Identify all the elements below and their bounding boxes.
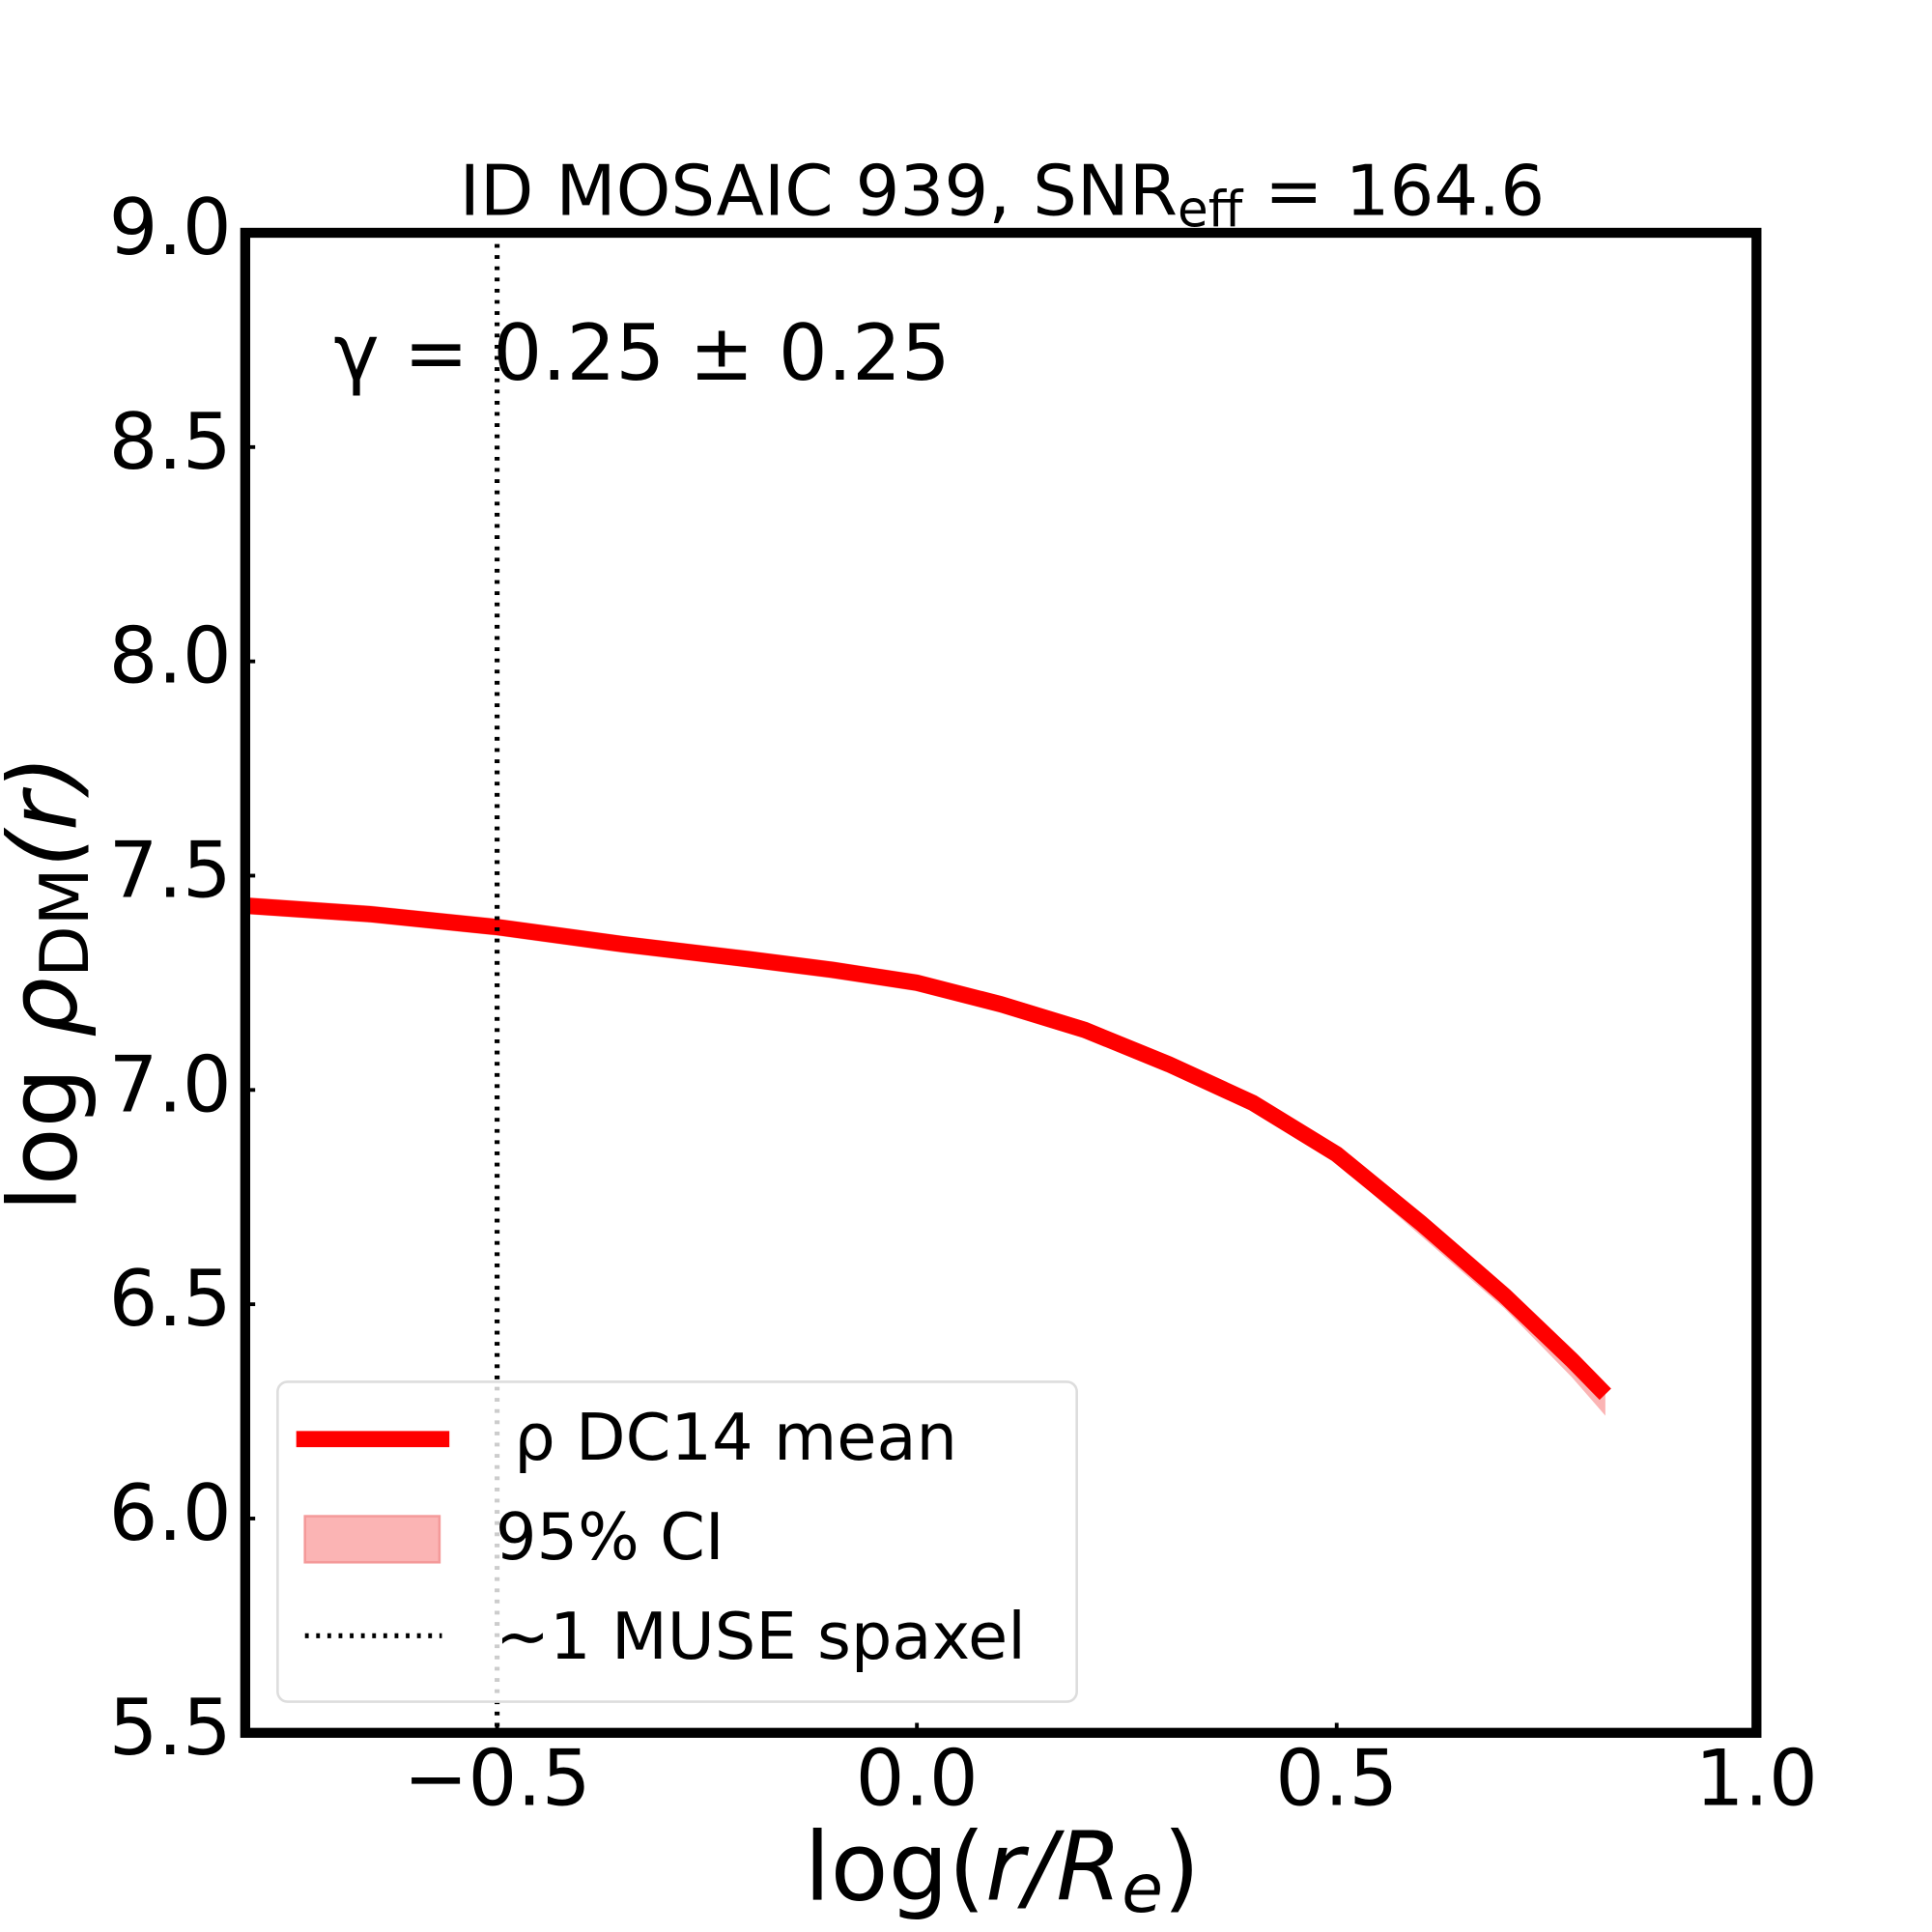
y-tick-label: 9.0 [109,183,232,272]
y-tick-label: 8.0 [109,611,232,701]
ci-band [244,896,1605,1416]
y-tick-label: 5.5 [109,1683,232,1773]
x-tick-label: 0.5 [1275,1734,1398,1824]
x-tick-label: −0.5 [404,1734,591,1824]
y-tick-label: 6.0 [109,1468,232,1558]
y-tick-label: 7.5 [109,825,232,915]
plot-area: −0.5 0.0 0.5 1.0 5.5 6.0 6.5 7.0 7.5 8.0 8.5 9.0 ρ D… [109,183,1818,1824]
x-tick-label: 1.0 [1695,1734,1818,1824]
annotation: γ = 0.25 ± 0.25 [333,308,950,398]
label-part: DM [26,867,104,978]
label-part: (r) [0,755,99,868]
label-part: log( [804,1812,984,1922]
y-tick-label: 8.5 [109,397,232,487]
label-part: r/R [985,1812,1122,1922]
y-tick-label: 7.0 [109,1039,232,1129]
y-axis-label: log ρDM(r) [0,755,104,1212]
title-text: = 164.6 [1242,151,1545,232]
label-part: ) [1163,1812,1200,1922]
x-tick-label: 0.0 [856,1734,979,1824]
line [244,897,1611,1401]
title-text: ID MOSAIC 939, SNR [460,151,1178,232]
legend-label: ∼1 MUSE spaxel [496,1599,1026,1674]
x-axis-label: log(r/Re) [804,1812,1200,1928]
chart-title: ID MOSAIC 939, SNReff = 164.6 [460,151,1546,239]
legend-box [276,1380,1078,1703]
legend-label: 95% CI [496,1499,724,1575]
axes-frame [240,227,1762,1738]
legend-swatch [303,1515,441,1564]
label-part: ρ [0,978,99,1037]
label-part: e [1122,1850,1163,1928]
legend-label: ρ DC14 mean [514,1400,957,1475]
y-tick-label: 6.5 [109,1254,232,1344]
label-part: log [0,1037,99,1211]
